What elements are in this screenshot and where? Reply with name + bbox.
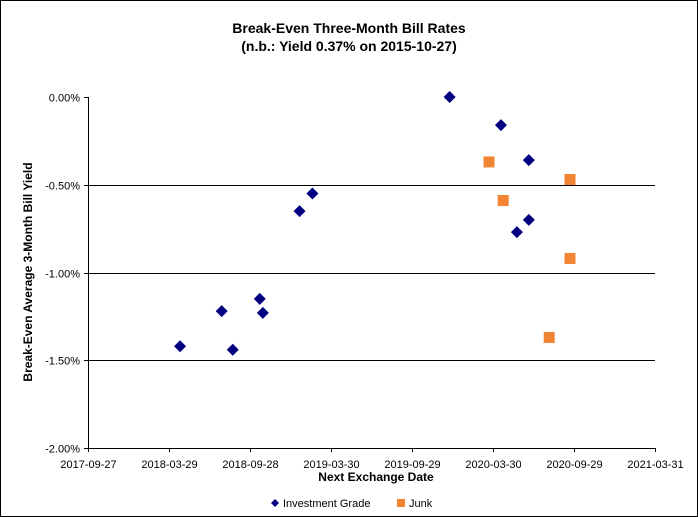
junk-point — [483, 156, 495, 168]
y-tick-label: -0.50% — [45, 181, 80, 193]
investment-grade-point — [174, 340, 187, 353]
x-tick-label: 2018-03-29 — [141, 459, 197, 471]
y-tick-label: -2.00% — [45, 444, 80, 456]
investment-grade-point — [306, 187, 319, 200]
junk-point — [564, 173, 576, 185]
chart-title: Break-Even Three-Month Bill Rates — [232, 20, 466, 36]
legend-junk: Junk — [409, 498, 433, 510]
investment-grade-point — [215, 305, 228, 318]
legend-square-icon — [397, 499, 405, 507]
x-tick-label: 2017-09-27 — [60, 459, 116, 471]
junk-point — [497, 195, 509, 207]
x-tick-label: 2019-03-30 — [303, 459, 359, 471]
investment-grade-point — [293, 205, 306, 218]
junk-point — [564, 252, 576, 264]
y-tick-label: 0.00% — [49, 93, 80, 105]
investment-grade-point — [253, 292, 266, 305]
x-tick-label: 2020-03-30 — [465, 459, 521, 471]
legend-investment-grade: Investment Grade — [283, 498, 370, 510]
investment-grade-point — [522, 154, 535, 167]
y-axis-label: Break-Even Average 3-Month Bill Yield — [21, 162, 35, 381]
x-tick-label: 2020-09-29 — [546, 459, 602, 471]
investment-grade-point — [510, 226, 523, 239]
investment-grade-point — [443, 91, 456, 103]
x-tick-label: 2019-09-29 — [384, 459, 440, 471]
y-tick-label: -1.50% — [45, 356, 80, 368]
investment-grade-point — [494, 119, 507, 132]
investment-grade-point — [522, 213, 535, 226]
x-tick-label: 2018-09-28 — [222, 459, 278, 471]
x-axis-label: Next Exchange Date — [318, 470, 434, 484]
junk-point — [543, 331, 555, 343]
legend-diamond-icon — [271, 499, 279, 507]
investment-grade-point — [256, 306, 269, 319]
legend: Investment Grade Junk — [271, 498, 433, 510]
investment-grade-point — [226, 343, 239, 356]
chart-subtitle: (n.b.: Yield 0.37% on 2015-10-27) — [241, 38, 457, 54]
x-tick-label: 2021-03-31 — [627, 459, 683, 471]
y-tick-label: -1.00% — [45, 269, 80, 281]
